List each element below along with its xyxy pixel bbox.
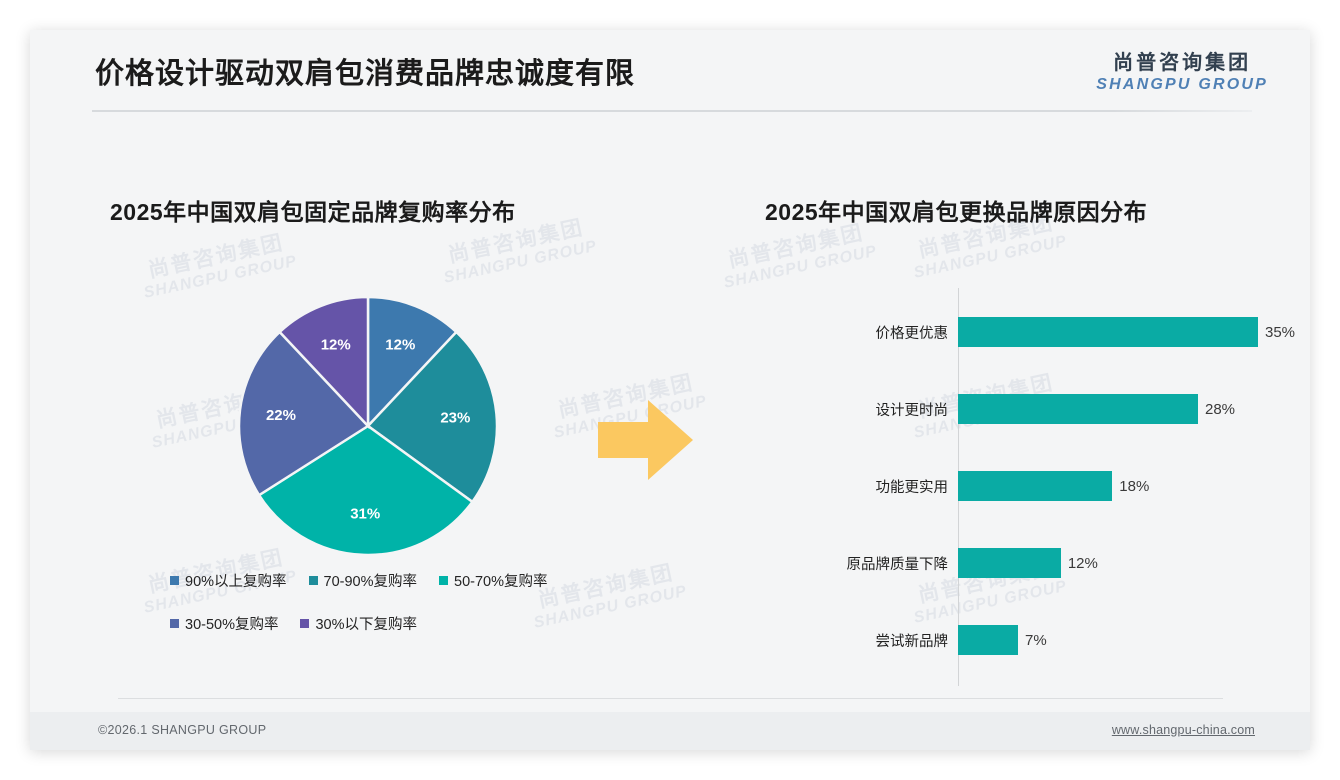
- legend-swatch-icon: [439, 576, 449, 585]
- slide-header: 价格设计驱动双肩包消费品牌忠诚度有限 尚普咨询集团 SHANGPU GROUP: [30, 30, 1310, 108]
- bar-category-label: 尝试新品牌: [875, 633, 949, 650]
- watermark-tile: 尚普咨询集团 SHANGPU GROUP: [717, 219, 879, 293]
- watermark-cn: 尚普咨询集团: [146, 231, 286, 283]
- watermark-en: SHANGPU GROUP: [722, 242, 879, 292]
- bar-fill: [958, 471, 1113, 501]
- arrow-right-icon: [598, 400, 693, 480]
- legend-item[interactable]: 90%以上复购率: [170, 570, 287, 591]
- pie-slice-label: 23%: [440, 410, 470, 427]
- left-chart-title: 2025年中国双肩包固定品牌复购率分布: [110, 199, 516, 225]
- legend-item[interactable]: 50-70%复购率: [439, 570, 548, 591]
- pie-legend: 90%以上复购率 70-90%复购率 50-70%复购率 30-50%复购率 30%以…: [170, 570, 590, 656]
- bar-category-label: 功能更实用: [875, 479, 949, 496]
- bar-value-label: 7%: [1025, 631, 1047, 649]
- legend-swatch-icon: [170, 619, 179, 628]
- pie-slice: [237, 330, 370, 497]
- bar-value-label: 35%: [1265, 323, 1296, 341]
- legend-swatch-icon: [308, 576, 318, 585]
- website-link[interactable]: www.shangpu-china.com: [1111, 723, 1255, 737]
- legend-item[interactable]: 30-50%复购率: [170, 613, 278, 634]
- footnote-divider: [118, 698, 1223, 699]
- pie-slice-label: 31%: [350, 506, 380, 523]
- bar-value-label: 28%: [1205, 400, 1236, 418]
- watermark-cn: 尚普咨询集团: [726, 221, 866, 273]
- bar-category-label: 价格更优惠: [875, 325, 949, 342]
- pie-slice: [366, 295, 459, 430]
- legend-item[interactable]: 30%以下复购率: [300, 613, 417, 634]
- pie-slice-labels: 12% 23% 31% 22% 12%: [266, 336, 470, 522]
- pie-slice-label: 12%: [321, 336, 351, 353]
- legend-label: 30-50%复购率: [185, 617, 279, 633]
- brand-logo-cn: 尚普咨询集团: [1113, 52, 1252, 74]
- bar-category-label: 原品牌质量下降: [846, 556, 949, 573]
- bar-fill: [958, 548, 1061, 578]
- bar-chart: 价格更优惠 35% 设计更时尚 28% 功能更实用 18% 原品牌质量下降 12% 尝试新品牌 7…: [820, 288, 1295, 686]
- pie-slices: [237, 295, 499, 557]
- pie-slice: [257, 424, 475, 557]
- pie-chart-svg: 12% 23% 31% 22% 12%: [237, 295, 499, 557]
- legend-label: 50-70%复购率: [454, 574, 548, 590]
- legend-row: 90%以上复购率 70-90%复购率 50-70%复购率: [170, 570, 590, 591]
- legend-row: 30-50%复购率 30%以下复购率: [170, 613, 590, 634]
- header-divider: [92, 110, 1252, 112]
- copyright-text: ©2026.1 SHANGPU GROUP: [98, 723, 267, 737]
- bar-chart-row[interactable]: 价格更优惠 35%: [820, 315, 1295, 349]
- pie-slice-label: 12%: [385, 336, 415, 353]
- legend-label: 90%以上复购率: [185, 574, 287, 590]
- bar-value-label: 12%: [1067, 554, 1098, 572]
- right-chart-title: 2025年中国双肩包更换品牌原因分布: [765, 199, 1148, 225]
- legend-label: 30%以下复购率: [315, 617, 418, 633]
- watermark-en: SHANGPU GROUP: [442, 237, 599, 287]
- slide-footer: ©2026.1 SHANGPU GROUP www.shangpu-china.…: [30, 712, 1310, 750]
- pie-slice-label: 22%: [266, 407, 296, 424]
- slide-canvas: 尚普咨询集团 SHANGPU GROUP 尚普咨询集团 SHANGPU GROU…: [30, 30, 1310, 750]
- arrow-shape: [598, 400, 693, 480]
- legend-label: 70-90%复购率: [323, 574, 418, 590]
- bar-fill: [958, 317, 1258, 347]
- legend-swatch-icon: [170, 576, 179, 585]
- flow-arrow-right-icon: [598, 395, 693, 490]
- page-title: 价格设计驱动双肩包消费品牌忠诚度有限: [95, 58, 636, 90]
- watermark-en: SHANGPU GROUP: [912, 232, 1069, 282]
- brand-logo-en: SHANGPU GROUP: [1096, 76, 1268, 93]
- legend-item[interactable]: 70-90%复购率: [308, 570, 418, 591]
- bar-value-label: 18%: [1119, 477, 1150, 495]
- bar-chart-row[interactable]: 功能更实用 18%: [820, 469, 1290, 503]
- brand-logo: 尚普咨询集团 SHANGPU GROUP: [1096, 52, 1268, 94]
- pie-chart: 12% 23% 31% 22% 12%: [235, 293, 501, 559]
- legend-swatch-icon: [300, 619, 310, 628]
- bar-fill: [958, 625, 1018, 655]
- pie-slice: [366, 330, 499, 504]
- bar-chart-row[interactable]: 尝试新品牌 7%: [820, 623, 1290, 657]
- bar-chart-row[interactable]: 原品牌质量下降 12%: [820, 546, 1290, 580]
- bar-chart-row[interactable]: 设计更时尚 28%: [820, 392, 1290, 426]
- bar-category-label: 设计更时尚: [875, 402, 949, 419]
- pie-slice: [277, 295, 370, 430]
- bar-fill: [958, 394, 1198, 424]
